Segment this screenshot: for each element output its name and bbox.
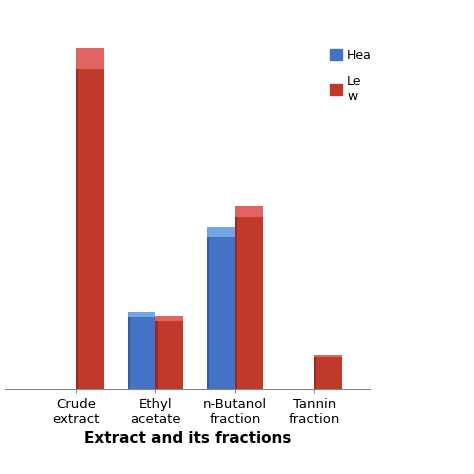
Bar (155, 316, 183, 321)
Bar (235, 206, 237, 389)
Bar (76, 48, 104, 69)
Bar (155, 316, 183, 389)
Bar (155, 316, 158, 389)
Bar (207, 227, 235, 389)
Bar (128, 312, 130, 389)
Bar (235, 206, 263, 389)
Bar (128, 312, 155, 317)
Bar (314, 355, 342, 356)
Legend: Hea, Le
w: Hea, Le w (325, 44, 377, 108)
Bar (207, 227, 210, 389)
X-axis label: Extract and its fractions: Extract and its fractions (83, 431, 291, 446)
Bar (235, 206, 263, 217)
Bar (314, 355, 342, 389)
Bar (76, 48, 78, 389)
Bar (76, 48, 104, 389)
Bar (128, 312, 155, 389)
Bar (314, 355, 317, 389)
Bar (207, 227, 235, 237)
